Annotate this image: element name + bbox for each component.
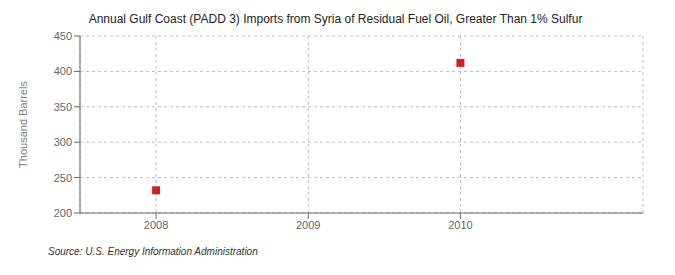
svg-text:450: 450 xyxy=(54,30,72,42)
svg-text:300: 300 xyxy=(54,136,72,148)
svg-text:2008: 2008 xyxy=(144,219,168,231)
html-text:Source: U.S. Energy Informatio: Source: U.S. Energy Information Administ… xyxy=(48,246,258,257)
svg-text:2010: 2010 xyxy=(448,219,472,231)
svg-text:200: 200 xyxy=(54,207,72,219)
svg-text:350: 350 xyxy=(54,101,72,113)
svg-text:250: 250 xyxy=(54,172,72,184)
svg-text:2009: 2009 xyxy=(296,219,320,231)
svg-text:400: 400 xyxy=(54,65,72,77)
svg-text:Thousand Barrels: Thousand Barrels xyxy=(17,81,29,168)
html-text:Annual Gulf Coast (PADD 3) Imp: Annual Gulf Coast (PADD 3) Imports from … xyxy=(88,12,583,26)
